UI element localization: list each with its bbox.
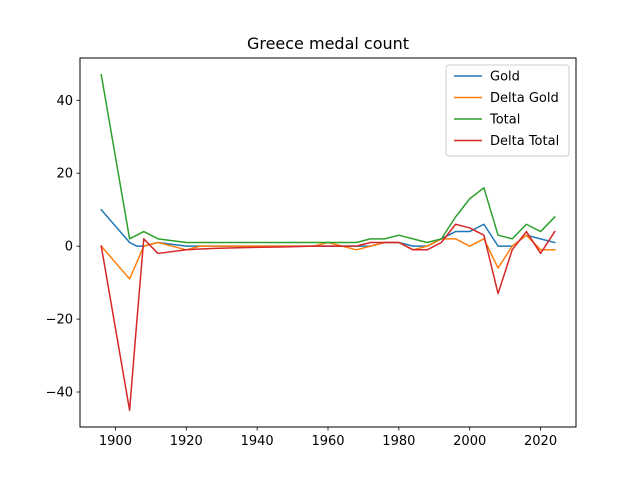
x-tick-label: 1940 — [241, 434, 274, 449]
plot-lines — [100, 73, 556, 411]
y-tick-label: 20 — [56, 167, 73, 182]
y-tick-label: 40 — [56, 94, 73, 109]
legend-label: Delta Gold — [490, 91, 559, 106]
x-tick-label: 1960 — [311, 434, 344, 449]
series-line-total — [100, 73, 556, 244]
y-axis: −40 −20 0 20 40 — [46, 94, 80, 400]
x-axis: 1900 1920 1940 1960 1980 2000 2020 — [99, 427, 557, 449]
legend: Gold Delta Gold Total Delta Total — [445, 64, 570, 157]
legend-label: Total — [489, 113, 520, 128]
y-tick-label: −40 — [46, 385, 73, 400]
x-tick-label: 2020 — [524, 434, 557, 449]
x-tick-label: 1900 — [99, 434, 132, 449]
legend-label: Gold — [490, 70, 520, 85]
series-line-delta-total — [100, 223, 556, 411]
y-tick-label: −20 — [46, 313, 73, 328]
legend-label: Delta Total — [490, 134, 559, 149]
x-tick-label: 2000 — [453, 434, 486, 449]
y-tick-label: 0 — [65, 240, 73, 255]
legend-box — [445, 64, 570, 157]
x-tick-label: 1920 — [170, 434, 203, 449]
x-tick-label: 1980 — [382, 434, 415, 449]
chart-title: Greece medal count — [247, 34, 409, 53]
